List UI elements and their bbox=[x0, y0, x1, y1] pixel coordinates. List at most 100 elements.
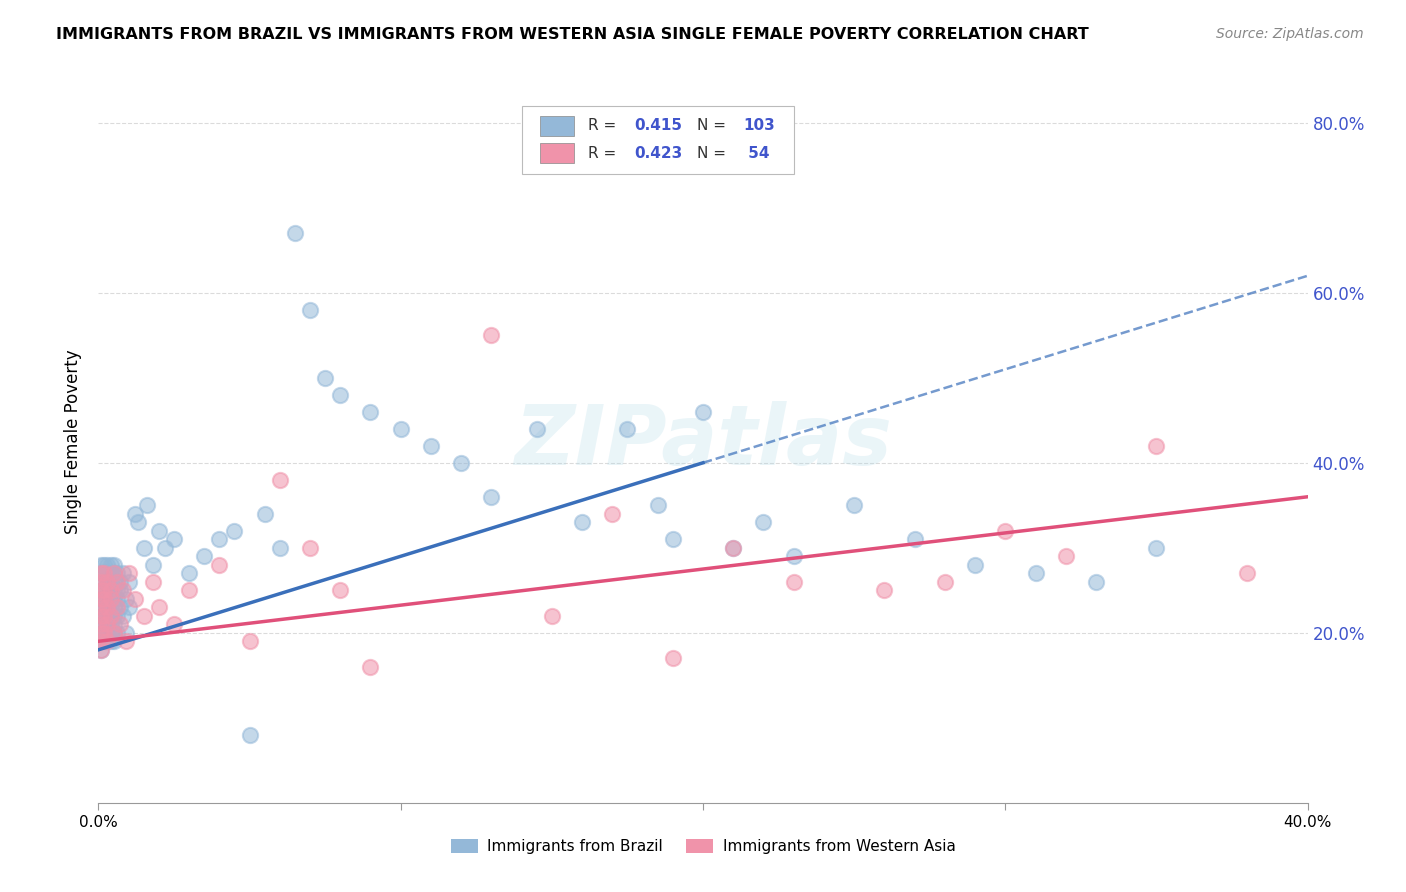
Point bbox=[360, 405, 382, 419]
Point bbox=[105, 600, 128, 615]
Point bbox=[103, 591, 125, 606]
Point bbox=[1085, 574, 1108, 589]
Point bbox=[208, 533, 231, 547]
Point bbox=[96, 583, 118, 598]
Point bbox=[114, 625, 136, 640]
Text: 103: 103 bbox=[742, 118, 775, 133]
Point bbox=[692, 405, 714, 419]
Point bbox=[93, 558, 115, 572]
Point bbox=[118, 574, 141, 589]
Point bbox=[647, 498, 669, 512]
Point bbox=[103, 583, 125, 598]
Point bbox=[108, 574, 131, 589]
Point bbox=[93, 566, 115, 581]
Point bbox=[179, 566, 201, 581]
Point bbox=[105, 591, 128, 606]
Point bbox=[96, 634, 118, 648]
Point bbox=[96, 608, 118, 623]
Point bbox=[723, 541, 745, 555]
Point bbox=[100, 574, 122, 589]
Point bbox=[1144, 439, 1167, 453]
Point bbox=[100, 625, 122, 640]
Point bbox=[114, 591, 136, 606]
Bar bbox=[540, 116, 574, 136]
Point bbox=[904, 533, 927, 547]
Text: Source: ZipAtlas.com: Source: ZipAtlas.com bbox=[1216, 27, 1364, 41]
Point bbox=[118, 600, 141, 615]
Point bbox=[103, 574, 125, 589]
Point bbox=[148, 524, 170, 538]
Point bbox=[1054, 549, 1077, 564]
Point bbox=[90, 617, 112, 632]
Point bbox=[360, 660, 382, 674]
Point bbox=[90, 583, 112, 598]
Point bbox=[723, 541, 745, 555]
Point bbox=[105, 566, 128, 581]
Point bbox=[90, 634, 112, 648]
Point bbox=[93, 583, 115, 598]
Point bbox=[661, 533, 683, 547]
Point bbox=[103, 608, 125, 623]
Point bbox=[111, 566, 134, 581]
Point bbox=[571, 516, 593, 530]
Point bbox=[93, 583, 115, 598]
Text: N =: N = bbox=[697, 118, 731, 133]
Point bbox=[124, 507, 146, 521]
Point bbox=[526, 422, 548, 436]
Point bbox=[239, 634, 262, 648]
Point bbox=[135, 498, 157, 512]
Point bbox=[96, 591, 118, 606]
Text: R =: R = bbox=[588, 146, 621, 161]
Point bbox=[90, 574, 112, 589]
Point bbox=[994, 524, 1017, 538]
Point bbox=[420, 439, 443, 453]
Point bbox=[105, 583, 128, 598]
Bar bbox=[540, 143, 574, 163]
Point bbox=[389, 422, 412, 436]
Point bbox=[269, 473, 291, 487]
Point bbox=[108, 583, 131, 598]
Point bbox=[163, 617, 186, 632]
Point bbox=[90, 600, 112, 615]
Point bbox=[96, 600, 118, 615]
Point bbox=[93, 634, 115, 648]
Point bbox=[132, 541, 155, 555]
Legend: Immigrants from Brazil, Immigrants from Western Asia: Immigrants from Brazil, Immigrants from … bbox=[444, 833, 962, 860]
Point bbox=[965, 558, 987, 572]
Point bbox=[103, 634, 125, 648]
Point bbox=[269, 541, 291, 555]
Point bbox=[105, 574, 128, 589]
Point bbox=[100, 583, 122, 598]
Point bbox=[103, 566, 125, 581]
Point bbox=[93, 617, 115, 632]
Point bbox=[90, 642, 112, 657]
Point bbox=[100, 600, 122, 615]
Point bbox=[96, 574, 118, 589]
Point bbox=[314, 371, 336, 385]
Point bbox=[783, 549, 806, 564]
Point bbox=[93, 566, 115, 581]
Y-axis label: Single Female Poverty: Single Female Poverty bbox=[65, 350, 83, 533]
Text: 54: 54 bbox=[742, 146, 769, 161]
Point bbox=[103, 625, 125, 640]
Point bbox=[111, 608, 134, 623]
Point bbox=[108, 600, 131, 615]
Point bbox=[100, 617, 122, 632]
Point bbox=[100, 608, 122, 623]
Point bbox=[661, 651, 683, 665]
Point bbox=[93, 574, 115, 589]
Point bbox=[93, 591, 115, 606]
Point bbox=[96, 600, 118, 615]
Point bbox=[93, 608, 115, 623]
Point bbox=[90, 608, 112, 623]
Point bbox=[148, 600, 170, 615]
Point bbox=[752, 516, 775, 530]
Point bbox=[108, 617, 131, 632]
Point bbox=[90, 625, 112, 640]
Point bbox=[90, 566, 112, 581]
Text: IMMIGRANTS FROM BRAZIL VS IMMIGRANTS FROM WESTERN ASIA SINGLE FEMALE POVERTY COR: IMMIGRANTS FROM BRAZIL VS IMMIGRANTS FRO… bbox=[56, 27, 1090, 42]
Point bbox=[481, 490, 503, 504]
Point bbox=[93, 625, 115, 640]
Point bbox=[616, 422, 638, 436]
Point bbox=[540, 608, 562, 623]
